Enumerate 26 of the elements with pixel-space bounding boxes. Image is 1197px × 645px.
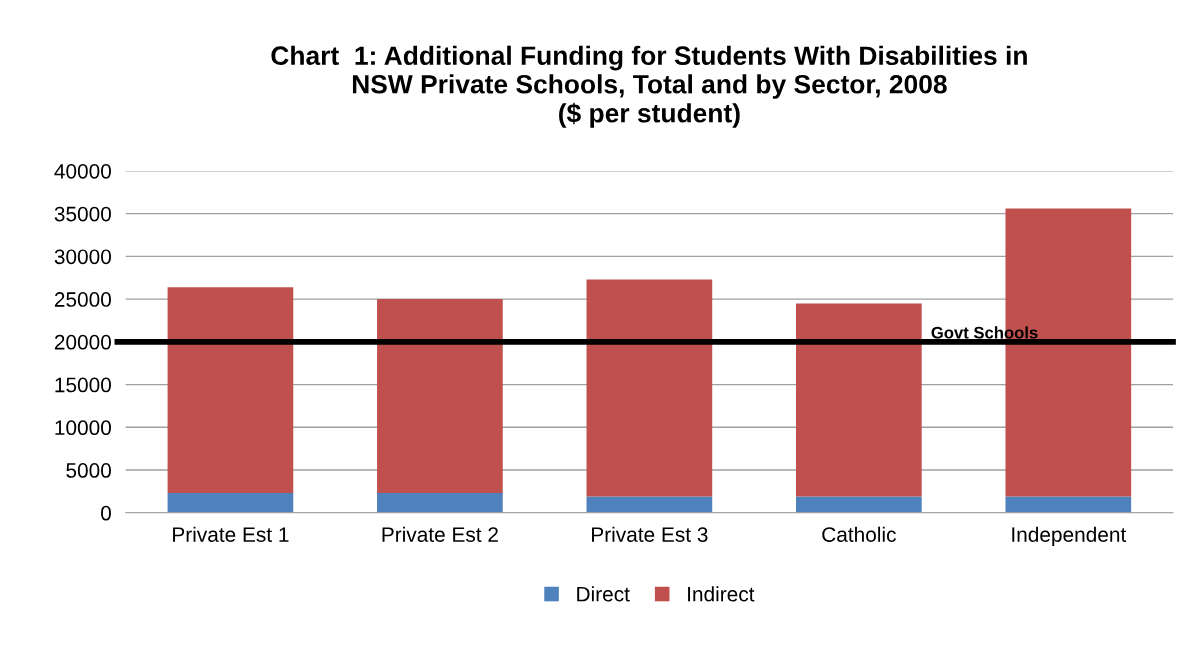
legend-label: Direct — [577, 586, 630, 602]
y-tick-label: 35000 — [54, 206, 111, 222]
x-tick-label: Catholic — [822, 526, 896, 542]
y-tick-label: 10000 — [55, 420, 111, 436]
y-tick-label: 30000 — [54, 249, 111, 265]
bar — [377, 493, 503, 513]
bar — [167, 287, 294, 494]
x-tick-label: Private Est 3 — [592, 526, 708, 542]
x-tick-label: Private Est 1 — [173, 526, 289, 542]
x-tick-label: Private Est 2 — [382, 526, 498, 542]
bar — [586, 496, 713, 513]
y-tick-label: 40000 — [54, 163, 111, 179]
y-tick-label: 25000 — [54, 292, 111, 307]
y-tick-label: 15000 — [55, 377, 111, 393]
y-tick-label: 20000 — [54, 334, 111, 350]
bar — [796, 496, 922, 513]
y-tick-label: 0 — [101, 505, 111, 521]
bar — [1005, 496, 1132, 513]
legend-label: Indirect — [688, 586, 755, 602]
bar — [586, 279, 713, 497]
y-tick-label: 5000 — [66, 463, 111, 478]
bar — [377, 299, 503, 494]
bar — [796, 303, 922, 497]
x-tick-label: Independent — [1012, 526, 1127, 547]
chart-title: Chart 1: Additional Funding for Students With Disabilities in NSW Private Schools, Total and by Sector, 2008 ($ per student) — [271, 45, 1027, 128]
bar — [167, 493, 294, 513]
